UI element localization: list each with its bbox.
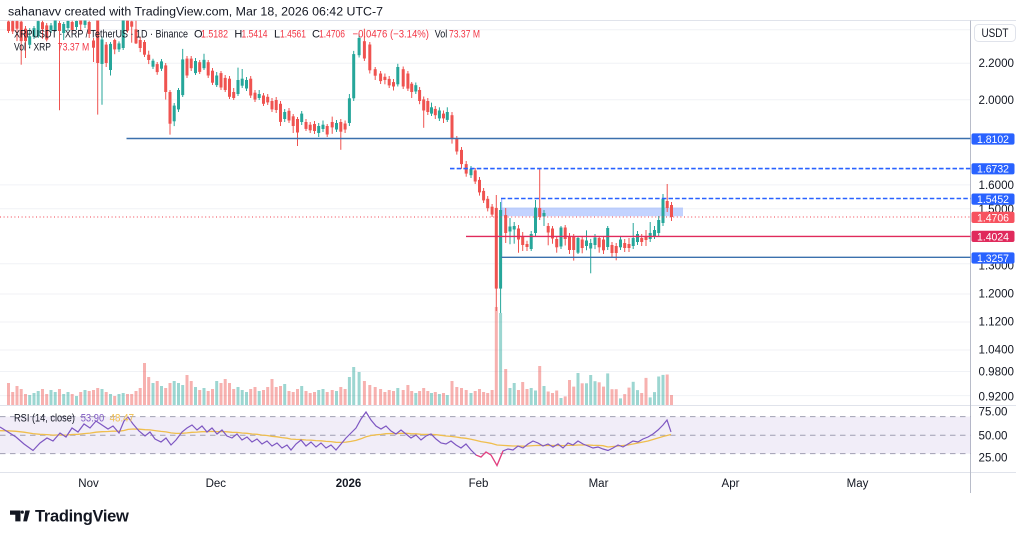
- svg-text:1.6000: 1.6000: [979, 180, 1015, 192]
- svg-text:RSI (14, close): RSI (14, close): [14, 412, 75, 424]
- svg-text:53.90: 53.90: [81, 412, 105, 424]
- svg-text:Dec: Dec: [206, 478, 227, 490]
- svg-text:H: H: [234, 28, 242, 40]
- svg-text:1.4706: 1.4706: [977, 212, 1009, 224]
- svg-text:1.5452: 1.5452: [977, 194, 1009, 206]
- svg-text:1.0400: 1.0400: [979, 345, 1015, 357]
- svg-text:Mar: Mar: [589, 478, 609, 490]
- svg-text:2.0000: 2.0000: [979, 95, 1015, 107]
- svg-text:0.9800: 0.9800: [979, 367, 1015, 379]
- svg-text:0.9200: 0.9200: [979, 392, 1015, 404]
- svg-text:25.00: 25.00: [979, 453, 1008, 465]
- svg-text:1.5182: 1.5182: [201, 28, 228, 40]
- svg-text:75.00: 75.00: [979, 406, 1008, 418]
- svg-text:O: O: [194, 28, 203, 40]
- svg-text:sahanavv created with TradingV: sahanavv created with TradingView.com, M…: [8, 7, 383, 19]
- svg-text:73.37 M: 73.37 M: [58, 41, 90, 53]
- svg-text:50.00: 50.00: [979, 430, 1008, 442]
- svg-text:C: C: [312, 28, 320, 40]
- svg-text:Nov: Nov: [78, 478, 99, 490]
- svg-text:73.37 M: 73.37 M: [449, 28, 480, 40]
- svg-text:USDT: USDT: [982, 28, 1009, 40]
- svg-text:2026: 2026: [336, 478, 362, 490]
- svg-text:−0.0476 (−3.14%): −0.0476 (−3.14%): [353, 28, 430, 40]
- svg-text:XRPUSDT · XRP / TetherUS · 1D: XRPUSDT · XRP / TetherUS · 1D · Binance: [14, 28, 188, 40]
- svg-text:1.4561: 1.4561: [280, 28, 306, 40]
- svg-text:L: L: [274, 28, 280, 40]
- svg-text:1.1200: 1.1200: [979, 317, 1015, 329]
- svg-text:May: May: [847, 478, 869, 490]
- svg-text:TradingView: TradingView: [35, 508, 129, 526]
- svg-text:1.5414: 1.5414: [242, 28, 268, 40]
- svg-text:Vol: Vol: [435, 28, 448, 40]
- svg-text:1.6732: 1.6732: [977, 164, 1009, 176]
- svg-text:Apr: Apr: [722, 478, 740, 490]
- svg-text:1.4024: 1.4024: [977, 231, 1009, 243]
- svg-text:1.8102: 1.8102: [977, 134, 1009, 146]
- svg-text:Feb: Feb: [469, 478, 489, 490]
- svg-text:Vol · XRP: Vol · XRP: [14, 41, 51, 53]
- svg-text:1.4706: 1.4706: [319, 28, 345, 40]
- svg-text:1.2000: 1.2000: [979, 289, 1015, 301]
- svg-text:2.2000: 2.2000: [979, 58, 1015, 70]
- svg-text:48.47: 48.47: [110, 412, 134, 424]
- svg-text:1.3257: 1.3257: [977, 253, 1009, 265]
